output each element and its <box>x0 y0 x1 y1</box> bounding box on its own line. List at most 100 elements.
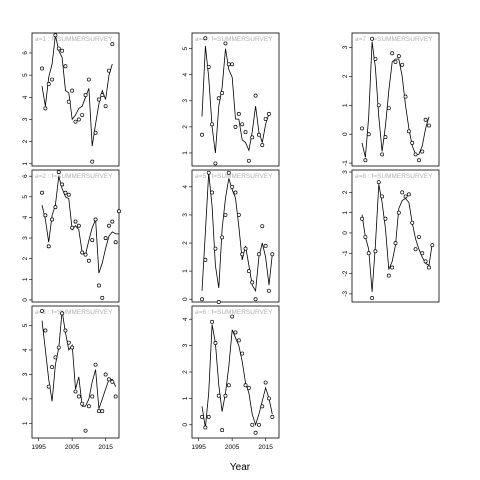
observed-point <box>40 308 44 313</box>
y-tick-label: 6 <box>22 174 29 178</box>
fitted-line <box>361 41 430 158</box>
observed-point <box>240 252 245 257</box>
observed-point <box>50 77 55 82</box>
observed-point <box>40 66 44 71</box>
observed-point <box>233 330 238 335</box>
y-tick-label: 4 <box>182 185 189 189</box>
panel-1: a=1 : f=SUMMERSURVEY 1 2 3 4 5 6 <box>22 32 120 167</box>
observed-point <box>233 124 238 129</box>
observed-point <box>46 244 51 249</box>
y-tick-label: 2 <box>342 190 349 194</box>
observed-point <box>243 246 248 251</box>
y-tick-label: 6 <box>22 51 29 55</box>
observed-point <box>233 190 238 195</box>
x-tick-label: 1995 <box>31 444 46 451</box>
observed-point <box>70 345 75 350</box>
observed-point <box>73 119 78 124</box>
observed-point <box>76 223 81 228</box>
observed-point <box>100 409 105 414</box>
observed-point <box>117 209 121 214</box>
observed-point <box>267 111 271 116</box>
fitted-line <box>201 324 273 428</box>
observed-point <box>406 192 411 197</box>
observed-point <box>256 132 261 137</box>
observed-point <box>213 246 218 251</box>
observed-point <box>360 216 364 221</box>
y-tick-label: 1 <box>22 162 29 166</box>
panel-frame <box>31 305 120 439</box>
panel-label: a=5 : f=SUMMERSURVEY <box>195 173 273 180</box>
observed-point <box>260 224 265 229</box>
observed-point <box>210 122 215 127</box>
y-tick-label: 0 <box>342 132 349 136</box>
observed-point <box>203 257 208 262</box>
observed-point <box>220 428 225 433</box>
observed-point <box>53 33 58 38</box>
observed-point <box>110 379 115 384</box>
y-tick-label: 4 <box>22 348 29 352</box>
observed-point <box>66 340 71 345</box>
y-tick-label: -3 <box>342 291 349 297</box>
observed-point <box>213 341 218 345</box>
observed-point <box>60 311 65 316</box>
y-tick-label: 0 <box>342 231 349 235</box>
observed-point <box>246 385 251 390</box>
observed-point <box>416 235 421 239</box>
panel-frame <box>191 169 280 303</box>
observed-point <box>66 99 71 104</box>
observed-point <box>107 377 111 382</box>
panel-label: a=1 : f=SUMMERSURVEY <box>35 36 113 43</box>
y-tick-label: 1 <box>182 396 189 400</box>
observed-point <box>360 126 364 131</box>
observed-point <box>56 345 61 350</box>
observed-point <box>403 94 408 99</box>
observed-point <box>93 362 98 367</box>
y-tick-label: 1 <box>342 210 349 214</box>
y-tick-label: 1 <box>182 269 189 273</box>
y-tick-label: 4 <box>22 215 29 219</box>
observed-point <box>70 88 75 93</box>
observed-point <box>416 158 421 163</box>
observed-point <box>73 389 78 394</box>
observed-point <box>210 190 215 195</box>
observed-point <box>43 106 48 111</box>
observed-point <box>380 194 385 199</box>
observed-point <box>413 247 418 252</box>
observed-point <box>200 132 204 137</box>
observed-point <box>270 414 275 419</box>
observed-point <box>216 96 221 101</box>
observed-point <box>90 238 95 243</box>
observed-point <box>80 401 85 406</box>
panel-frame <box>351 32 440 167</box>
observed-point <box>43 328 48 333</box>
observed-point <box>216 300 221 304</box>
y-tick-label: 3 <box>22 117 29 121</box>
observed-point <box>406 129 411 134</box>
observed-point <box>236 111 241 116</box>
observed-point <box>250 280 255 285</box>
panel-frame <box>351 169 440 303</box>
panel-label: a=7 : f=SUMMERSURVEY <box>355 36 433 43</box>
panel-label: a=6 : f=SUMMERSURVEY <box>195 309 273 316</box>
observed-point <box>223 393 228 398</box>
observed-point <box>86 258 91 263</box>
observed-point <box>270 252 275 257</box>
observed-point <box>93 130 98 135</box>
observed-point <box>60 48 65 53</box>
observed-point <box>223 41 228 46</box>
y-tick-label: -1 <box>342 250 349 256</box>
observed-point <box>203 36 208 41</box>
observed-point <box>103 104 108 109</box>
observed-point <box>243 130 248 135</box>
observed-point <box>63 64 68 69</box>
observed-point <box>366 132 371 137</box>
observed-point <box>223 212 228 217</box>
x-tick-label: 2015 <box>258 444 273 451</box>
panel-7: a=3 : f=SUMMERSURVEY 1 2 3 4 5 1995 2005 2015 <box>22 305 120 451</box>
fitted-line <box>201 172 273 293</box>
panel-2: a=4 : f=SUMMERSURVEY 1 2 3 4 5 <box>182 32 280 167</box>
observed-point <box>100 93 105 98</box>
observed-point <box>56 46 61 51</box>
observed-point <box>203 425 208 430</box>
